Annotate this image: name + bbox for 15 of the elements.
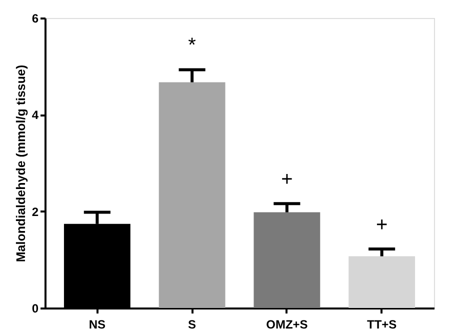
y-tick-label: 2 bbox=[32, 204, 39, 219]
annotation: + bbox=[376, 214, 388, 236]
x-tick-label: NS bbox=[88, 318, 106, 332]
annotation: * bbox=[188, 34, 196, 57]
y-tick-label: 4 bbox=[32, 108, 39, 122]
x-tick-label: OMZ+S bbox=[266, 318, 308, 332]
bar bbox=[348, 256, 416, 308]
y-tick-label: 0 bbox=[32, 302, 39, 316]
x-tick-label: S bbox=[188, 318, 196, 332]
annotation: + bbox=[281, 168, 293, 191]
bar bbox=[254, 212, 320, 308]
y-tick-label: 6 bbox=[32, 12, 39, 26]
bar bbox=[158, 82, 226, 308]
x-tick-label: TT+S bbox=[366, 318, 397, 332]
y-axis-title: Malondialdehyde (mmol/g tissue) bbox=[14, 64, 28, 262]
